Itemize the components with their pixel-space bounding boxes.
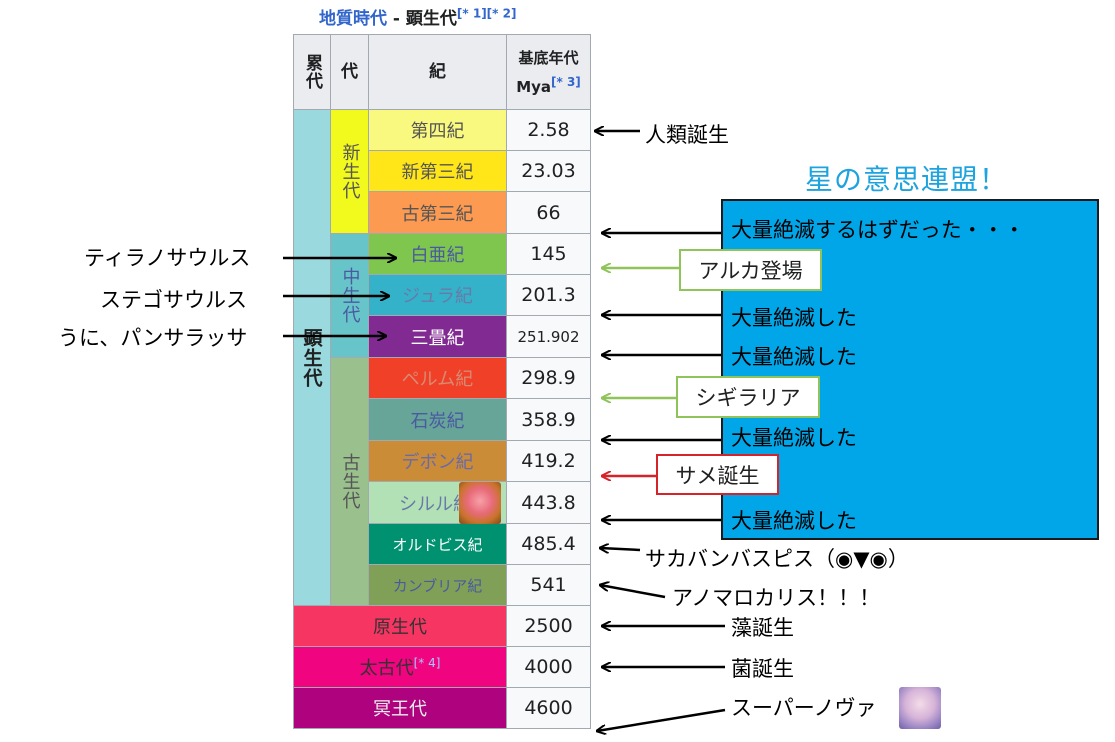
blue-line-3: 大量絶滅した	[731, 345, 857, 369]
heading-alliance: 星の意思連盟！	[805, 163, 1009, 196]
header-era: 代	[330, 34, 369, 110]
title-refs[interactable]: [* 1][* 2]	[456, 6, 517, 21]
header-period: 紀	[368, 34, 507, 110]
blue-line-4: 大量絶滅した	[731, 426, 857, 450]
label-bacteria: 菌誕生	[731, 657, 794, 681]
label-stegosaurus: ステゴサウルス	[100, 288, 247, 312]
mya-cretaceous: 145	[506, 233, 591, 275]
mya-carboniferous: 358.9	[506, 398, 591, 441]
label-human: 人類誕生	[645, 123, 729, 147]
label-sacabambaspis: サカバンバスピス（◉▼◉）	[645, 547, 909, 571]
header-eon: 累代	[293, 34, 331, 110]
blue-line-5: 大量絶滅した	[731, 509, 857, 533]
label-tyrannosaurus: ティラノサウルス	[84, 246, 251, 270]
mya-ref[interactable]: [* 3]	[551, 74, 581, 89]
blue-line-2: 大量絶滅した	[731, 306, 857, 330]
mya-triassic: 251.902	[506, 315, 591, 358]
blue-line-1: 大量絶滅するはずだった・・・	[731, 218, 1025, 242]
period-carboniferous[interactable]: 石炭紀	[368, 398, 507, 441]
character-portrait-icon	[899, 687, 941, 729]
era-paleozoic: 古生代	[330, 357, 369, 606]
title-separator: -	[387, 9, 406, 29]
period-cretaceous[interactable]: 白亜紀	[368, 233, 507, 275]
character-thumbnail-icon	[459, 482, 501, 524]
title-main: 顕生代	[405, 9, 457, 29]
label-pansalassa: うに、パンサラッサ	[58, 326, 248, 350]
mya-devonian: 419.2	[506, 440, 591, 482]
mya-proterozoic: 2500	[506, 605, 591, 647]
label-algae: 藻誕生	[731, 616, 794, 640]
label-anomalocaris: アノマロカリス！！！	[672, 586, 881, 610]
header-base-age: 基底年代 Mya[* 3]	[506, 34, 591, 110]
mya-jurassic: 201.3	[506, 274, 591, 316]
label-sigillaria: シギラリア	[676, 376, 820, 418]
mya-hadean: 4600	[506, 687, 591, 729]
mya-archean: 4000	[506, 646, 591, 688]
period-ordovician[interactable]: オルドビス紀	[368, 523, 507, 565]
label-shark: サメ誕生	[656, 454, 779, 495]
mya-quaternary: 2.58	[506, 109, 591, 151]
mya-neogene: 23.03	[506, 150, 591, 192]
era-cenozoic: 新生代	[330, 109, 369, 234]
eon-phanerozoic: 顕生代	[293, 109, 331, 606]
label-alka: アルカ登場	[679, 249, 822, 291]
table-title: 地質時代 - 顕生代[* 1][* 2]	[319, 4, 516, 29]
period-devonian[interactable]: デボン紀	[368, 440, 507, 482]
eon-hadean[interactable]: 冥王代	[293, 687, 507, 729]
mya-cambrian: 541	[506, 564, 591, 606]
mya-silurian: 443.8	[506, 481, 591, 524]
label-supernova: スーパーノヴァ	[731, 696, 877, 720]
geologic-time-link[interactable]: 地質時代	[319, 9, 387, 29]
period-triassic[interactable]: 三畳紀	[368, 315, 507, 358]
archean-ref[interactable]: [* 4]	[413, 656, 441, 670]
eon-archean[interactable]: 太古代[* 4]	[293, 646, 507, 688]
